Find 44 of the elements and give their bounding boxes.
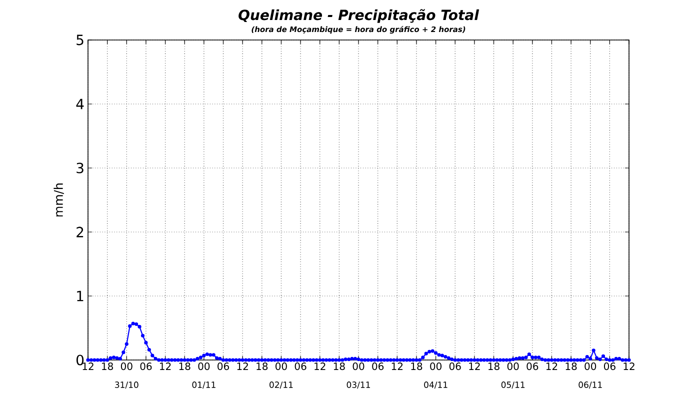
x-tick-label: 00 — [430, 362, 442, 370]
x-tick-label: 18 — [102, 362, 113, 370]
x-tick-label: 06 — [526, 362, 538, 370]
x-tick-label: 12 — [546, 362, 558, 370]
x-tick-label: 06 — [294, 362, 306, 370]
x2-tick-label: 02/11 — [270, 382, 293, 389]
x2-tick-label: 01/11 — [192, 382, 216, 389]
x-tick-label: 06 — [449, 362, 461, 370]
y-tick-label: 2 — [76, 226, 84, 238]
y-tick-label: 4 — [76, 98, 84, 110]
x-tick-label: 06 — [140, 362, 152, 370]
y-axis-title: mm/h — [54, 184, 64, 216]
x-tick-label: 00 — [584, 362, 596, 370]
x2-tick-label: 03/11 — [346, 382, 370, 389]
x-tick-label: 12 — [624, 362, 634, 370]
y-tick-label: 0 — [76, 354, 84, 366]
x-tick-label: 00 — [507, 362, 519, 370]
x-tick-label: 06 — [372, 362, 384, 370]
x-tick-label: 12 — [160, 362, 171, 370]
x2-tick-label: 06/11 — [578, 382, 602, 389]
x2-tick-label: 05/11 — [501, 382, 525, 389]
x-tick-label: 00 — [352, 362, 364, 370]
x2-tick-label: 04/11 — [424, 382, 448, 389]
x2-tick-label: 31/10 — [115, 382, 138, 389]
x-tick-label: 06 — [604, 362, 616, 370]
y-tick-label: 3 — [76, 162, 84, 174]
x-tick-label: 00 — [276, 362, 287, 370]
x-tick-label: 12 — [314, 362, 326, 370]
x-tick-label: 12 — [237, 362, 248, 370]
x-tick-label: 18 — [566, 362, 577, 370]
x-tick-label: 18 — [179, 362, 190, 370]
x-tick-label: 12 — [82, 362, 94, 370]
x-tick-label: 12 — [392, 362, 403, 370]
x-tick-label: 00 — [120, 362, 132, 370]
x-tick-label: 00 — [198, 362, 210, 370]
y-tick-label: 1 — [77, 290, 84, 302]
x-tick-label: 18 — [334, 362, 345, 370]
x-tick-label: 06 — [218, 362, 229, 370]
x-tick-label: 18 — [256, 362, 268, 370]
x-tick-label: 18 — [411, 362, 422, 370]
chart-title: Quelimane - Precipitação Total — [238, 9, 480, 23]
x-tick-label: 12 — [469, 362, 480, 370]
y-tick-label: 5 — [76, 34, 84, 46]
x-tick-label: 18 — [488, 362, 500, 370]
